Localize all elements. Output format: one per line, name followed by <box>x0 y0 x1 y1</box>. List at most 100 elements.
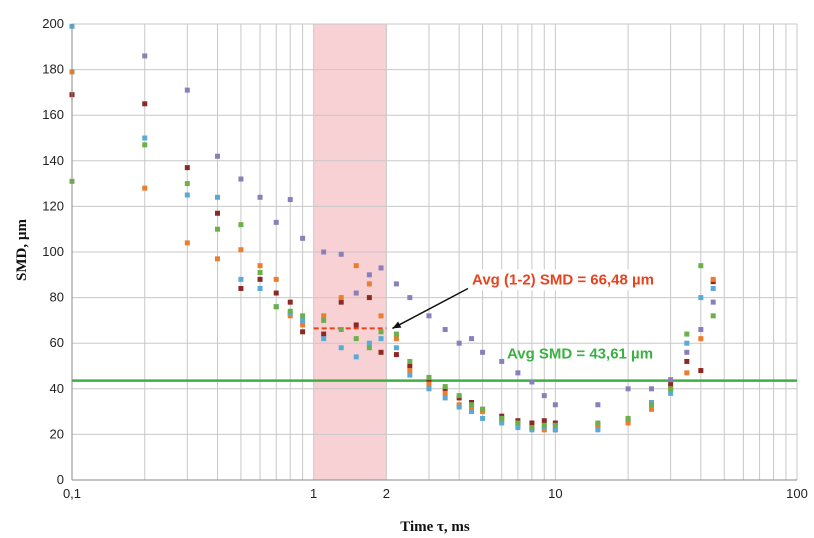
data-point <box>300 317 306 323</box>
data-point <box>393 336 399 342</box>
data-point <box>238 276 244 282</box>
data-point <box>541 393 547 399</box>
y-tick-label: 40 <box>50 381 64 396</box>
data-point <box>668 381 674 387</box>
data-point <box>366 340 372 346</box>
data-point <box>353 290 359 296</box>
data-point <box>273 304 279 310</box>
range-average-label: Avg (1-2) SMD = 66,48 µm <box>472 271 654 288</box>
data-point <box>300 313 306 319</box>
y-tick-label: 20 <box>50 426 64 441</box>
data-point <box>142 185 148 191</box>
x-tick-label: 2 <box>383 486 390 501</box>
data-point <box>684 358 690 364</box>
data-point <box>142 135 148 141</box>
data-point <box>257 194 263 200</box>
data-point <box>480 415 486 421</box>
data-point <box>287 308 293 314</box>
data-point <box>541 422 547 428</box>
data-point <box>668 377 674 383</box>
data-point <box>684 340 690 346</box>
data-point <box>214 194 220 200</box>
data-point <box>393 281 399 287</box>
data-point <box>426 374 432 380</box>
data-point <box>378 313 384 319</box>
data-point <box>529 379 535 385</box>
data-point <box>287 197 293 203</box>
data-point <box>257 270 263 276</box>
x-tick-label: 10 <box>548 486 562 501</box>
data-point <box>407 358 413 364</box>
data-point <box>668 390 674 396</box>
data-point <box>366 345 372 351</box>
gridlines <box>71 23 798 481</box>
data-point <box>480 406 486 412</box>
data-point <box>338 251 344 257</box>
data-point <box>378 329 384 335</box>
data-point <box>442 395 448 401</box>
range-average-label-bg <box>473 269 653 291</box>
data-point <box>321 336 327 342</box>
data-point <box>442 384 448 390</box>
data-point <box>338 299 344 305</box>
overall-average-label: Avg SMD = 43,61 µm <box>507 346 653 363</box>
y-tick-label: 120 <box>42 198 64 213</box>
data-point <box>552 422 558 428</box>
data-point <box>698 336 704 342</box>
annotation-arrow <box>392 287 469 330</box>
data-point <box>214 210 220 216</box>
data-point <box>710 276 716 282</box>
data-point <box>338 345 344 351</box>
data-point <box>710 285 716 291</box>
data-point <box>442 390 448 396</box>
annotation-arrowhead <box>392 321 402 329</box>
annotations: Avg SMD = 43,61 µm Avg (1-2) SMD = 66,48 … <box>392 269 654 363</box>
y-tick-label: 140 <box>42 153 64 168</box>
data-point <box>469 409 475 415</box>
axes: 0 20 40 60 80 100 120 140 160 180 200 0,1 1 2 10 100 <box>42 16 808 501</box>
data-point <box>407 363 413 369</box>
data-point <box>353 336 359 342</box>
data-point <box>321 313 327 319</box>
data-point <box>353 322 359 328</box>
data-point <box>499 420 505 426</box>
reference-lines <box>72 327 797 382</box>
data-point <box>541 418 547 424</box>
data-point <box>469 402 475 408</box>
data-point <box>480 349 486 355</box>
data-point <box>456 404 462 410</box>
data-point <box>442 327 448 333</box>
data-point <box>273 219 279 225</box>
data-point <box>515 425 521 431</box>
data-point <box>184 181 190 187</box>
y-tick-label: 60 <box>50 335 64 350</box>
data-point <box>378 265 384 271</box>
data-point <box>426 381 432 387</box>
data-point <box>366 281 372 287</box>
data-point <box>214 256 220 262</box>
data-point <box>552 402 558 408</box>
data-point <box>649 402 655 408</box>
data-point <box>287 299 293 305</box>
data-point <box>595 427 601 433</box>
data-point <box>257 263 263 269</box>
data-point <box>552 427 558 433</box>
data-point <box>257 285 263 291</box>
data-point <box>300 235 306 241</box>
data-point <box>684 349 690 355</box>
y-tick-label: 0 <box>57 472 64 487</box>
data-point <box>321 331 327 337</box>
x-tick-label: 1 <box>310 486 317 501</box>
data-point <box>529 425 535 431</box>
data-point <box>214 226 220 232</box>
data-point <box>353 263 359 269</box>
data-points <box>69 23 716 433</box>
data-point <box>338 295 344 301</box>
y-tick-label: 180 <box>42 62 64 77</box>
data-point <box>649 386 655 392</box>
data-point <box>393 345 399 351</box>
data-point <box>238 247 244 253</box>
x-axis-title: Time τ, ms <box>400 519 470 535</box>
data-point <box>469 336 475 342</box>
y-tick-label: 200 <box>42 16 64 31</box>
